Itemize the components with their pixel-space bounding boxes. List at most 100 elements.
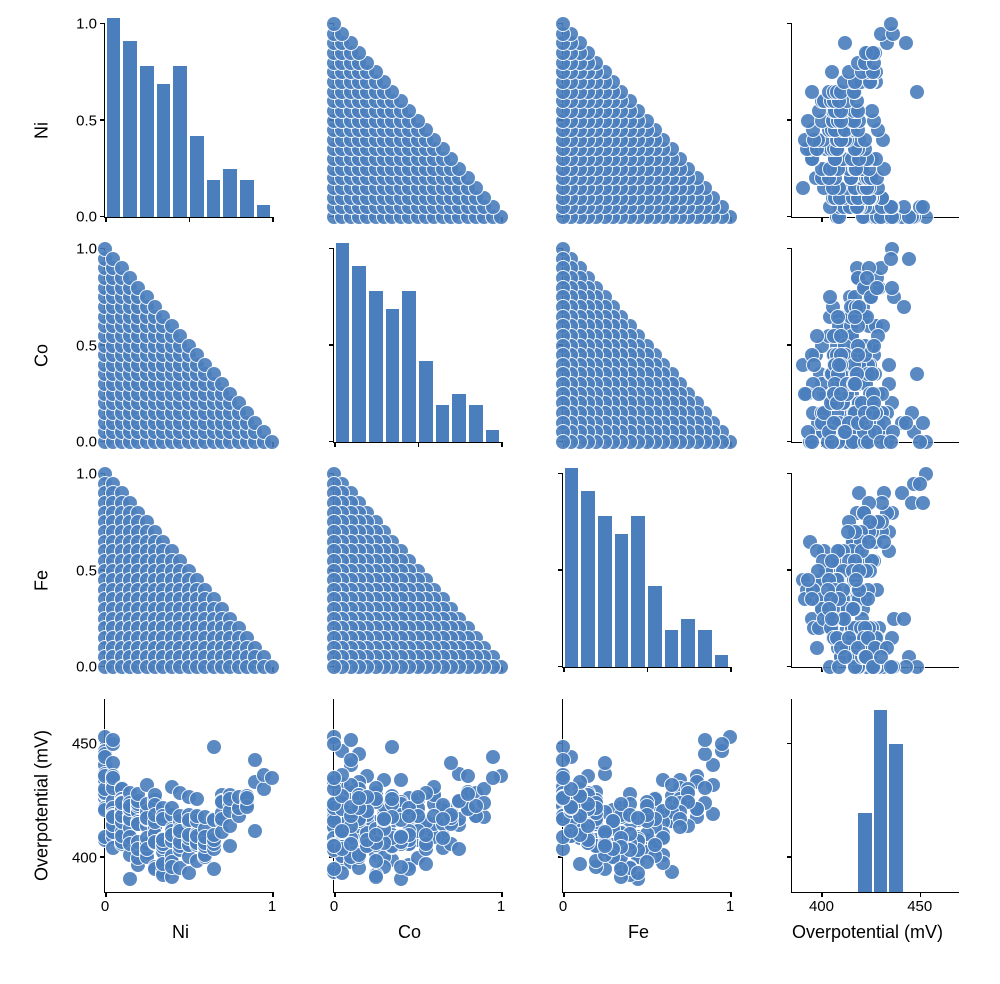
- panel-fe-vs-co: [333, 474, 501, 668]
- x-tick: [334, 442, 336, 447]
- scatter-point: [326, 838, 342, 854]
- scatter-point: [831, 357, 847, 373]
- y-tick-label: 1.0: [76, 466, 97, 483]
- scatter-point: [664, 777, 680, 793]
- x-tick: [730, 667, 732, 672]
- x-tick: [501, 892, 503, 897]
- scatter-point: [848, 572, 864, 588]
- y-tick: [787, 473, 792, 475]
- scatter-point: [804, 591, 820, 607]
- x-tick-label: 400: [809, 898, 834, 915]
- panel-ni-vs-overpotentialmv: [791, 24, 959, 218]
- hist-bar: [123, 41, 137, 217]
- y-tick: [787, 119, 792, 121]
- scatter-point: [898, 35, 914, 51]
- scatter-point: [555, 16, 571, 32]
- scatter-point: [393, 772, 409, 788]
- row-label-ni: Ni: [20, 20, 64, 241]
- y-tick: [787, 216, 792, 218]
- scatter-point: [630, 810, 646, 826]
- scatter-point: [485, 770, 501, 786]
- hist-bar: [598, 516, 612, 667]
- x-tick: [272, 217, 274, 222]
- hist-bar: [452, 394, 466, 442]
- scatter-point: [443, 755, 459, 771]
- hist-bar: [715, 655, 729, 667]
- y-tick: [787, 344, 792, 346]
- scatter-point: [909, 84, 925, 100]
- hist-bar: [565, 468, 579, 667]
- scatter-point: [837, 424, 853, 440]
- scatter-point: [804, 84, 820, 100]
- x-tick: [418, 442, 420, 447]
- y-tick-label: 1.0: [76, 241, 97, 258]
- hist-bar: [486, 430, 500, 442]
- scatter-point: [105, 732, 121, 748]
- y-tick-label: 0.5: [76, 337, 97, 354]
- scatter-point: [865, 45, 881, 61]
- x-tick-label: 1: [268, 898, 276, 915]
- scatter-point: [822, 289, 838, 305]
- row-label-co: Co: [20, 245, 64, 466]
- scatter-point: [883, 16, 899, 32]
- panel-overpotentialmv-vs-co: 01: [333, 699, 501, 893]
- scatter-point: [664, 795, 680, 811]
- x-tick: [563, 892, 565, 897]
- panel-co-vs-overpotentialmv: [791, 249, 959, 443]
- scatter-point: [809, 640, 825, 656]
- x-tick: [272, 892, 274, 897]
- scatter-point: [876, 534, 892, 550]
- scatter-point: [264, 434, 280, 450]
- hist-bar: [436, 405, 450, 442]
- y-tick: [787, 441, 792, 443]
- x-tick: [821, 217, 823, 222]
- hist-bar: [419, 361, 433, 442]
- scatter-point: [418, 856, 434, 872]
- scatter-point: [555, 434, 571, 450]
- pairplot-matrix: Ni0.00.51.0Co0.00.51.0Fe0.00.51.0Overpot…: [20, 20, 980, 964]
- y-tick-label: 0.0: [76, 209, 97, 226]
- y-tick: [787, 23, 792, 25]
- hist-bar: [352, 266, 366, 442]
- scatter-point: [630, 865, 646, 881]
- hist-bar: [190, 136, 204, 217]
- row-label-fe: Fe: [20, 470, 64, 691]
- col-label-overpotential-mv-: Overpotential (mV): [755, 920, 980, 964]
- scatter-point: [837, 35, 853, 51]
- x-tick-label: 1: [497, 898, 505, 915]
- scatter-point: [809, 328, 825, 344]
- x-tick: [563, 667, 565, 672]
- scatter-point: [189, 791, 205, 807]
- panel-overpotentialmv-vs-overpotentialmv: 400450: [791, 699, 959, 893]
- scatter-point: [824, 553, 840, 569]
- panel-co-vs-fe: [562, 249, 730, 443]
- panel-fe-vs-overpotentialmv: [791, 474, 959, 668]
- hist-bar: [698, 630, 712, 667]
- hist-bar: [858, 813, 872, 892]
- scatter-point: [597, 838, 613, 854]
- scatter-point: [485, 749, 501, 765]
- x-tick-label: 450: [907, 898, 932, 915]
- hist-bar: [386, 309, 400, 442]
- hist-bar: [223, 169, 237, 217]
- scatter-point: [326, 659, 342, 675]
- scatter-point: [806, 357, 822, 373]
- scatter-point: [883, 434, 899, 450]
- scatter-point: [435, 830, 451, 846]
- scatter-point: [896, 611, 912, 627]
- row-label-overpotential-mv-: Overpotential (mV): [20, 695, 64, 916]
- hist-bar: [681, 619, 695, 667]
- scatter-point: [435, 811, 451, 827]
- scatter-point: [697, 732, 713, 748]
- scatter-point: [384, 791, 400, 807]
- scatter-point: [901, 251, 917, 267]
- hist-bar: [648, 586, 662, 667]
- hist-bar: [336, 243, 350, 442]
- panel-ni-vs-co: [333, 24, 501, 218]
- scatter-point: [384, 739, 400, 755]
- x-tick: [105, 217, 107, 222]
- scatter-point: [869, 280, 885, 296]
- scatter-point: [672, 819, 688, 835]
- scatter-point: [264, 770, 280, 786]
- scatter-point: [866, 338, 882, 354]
